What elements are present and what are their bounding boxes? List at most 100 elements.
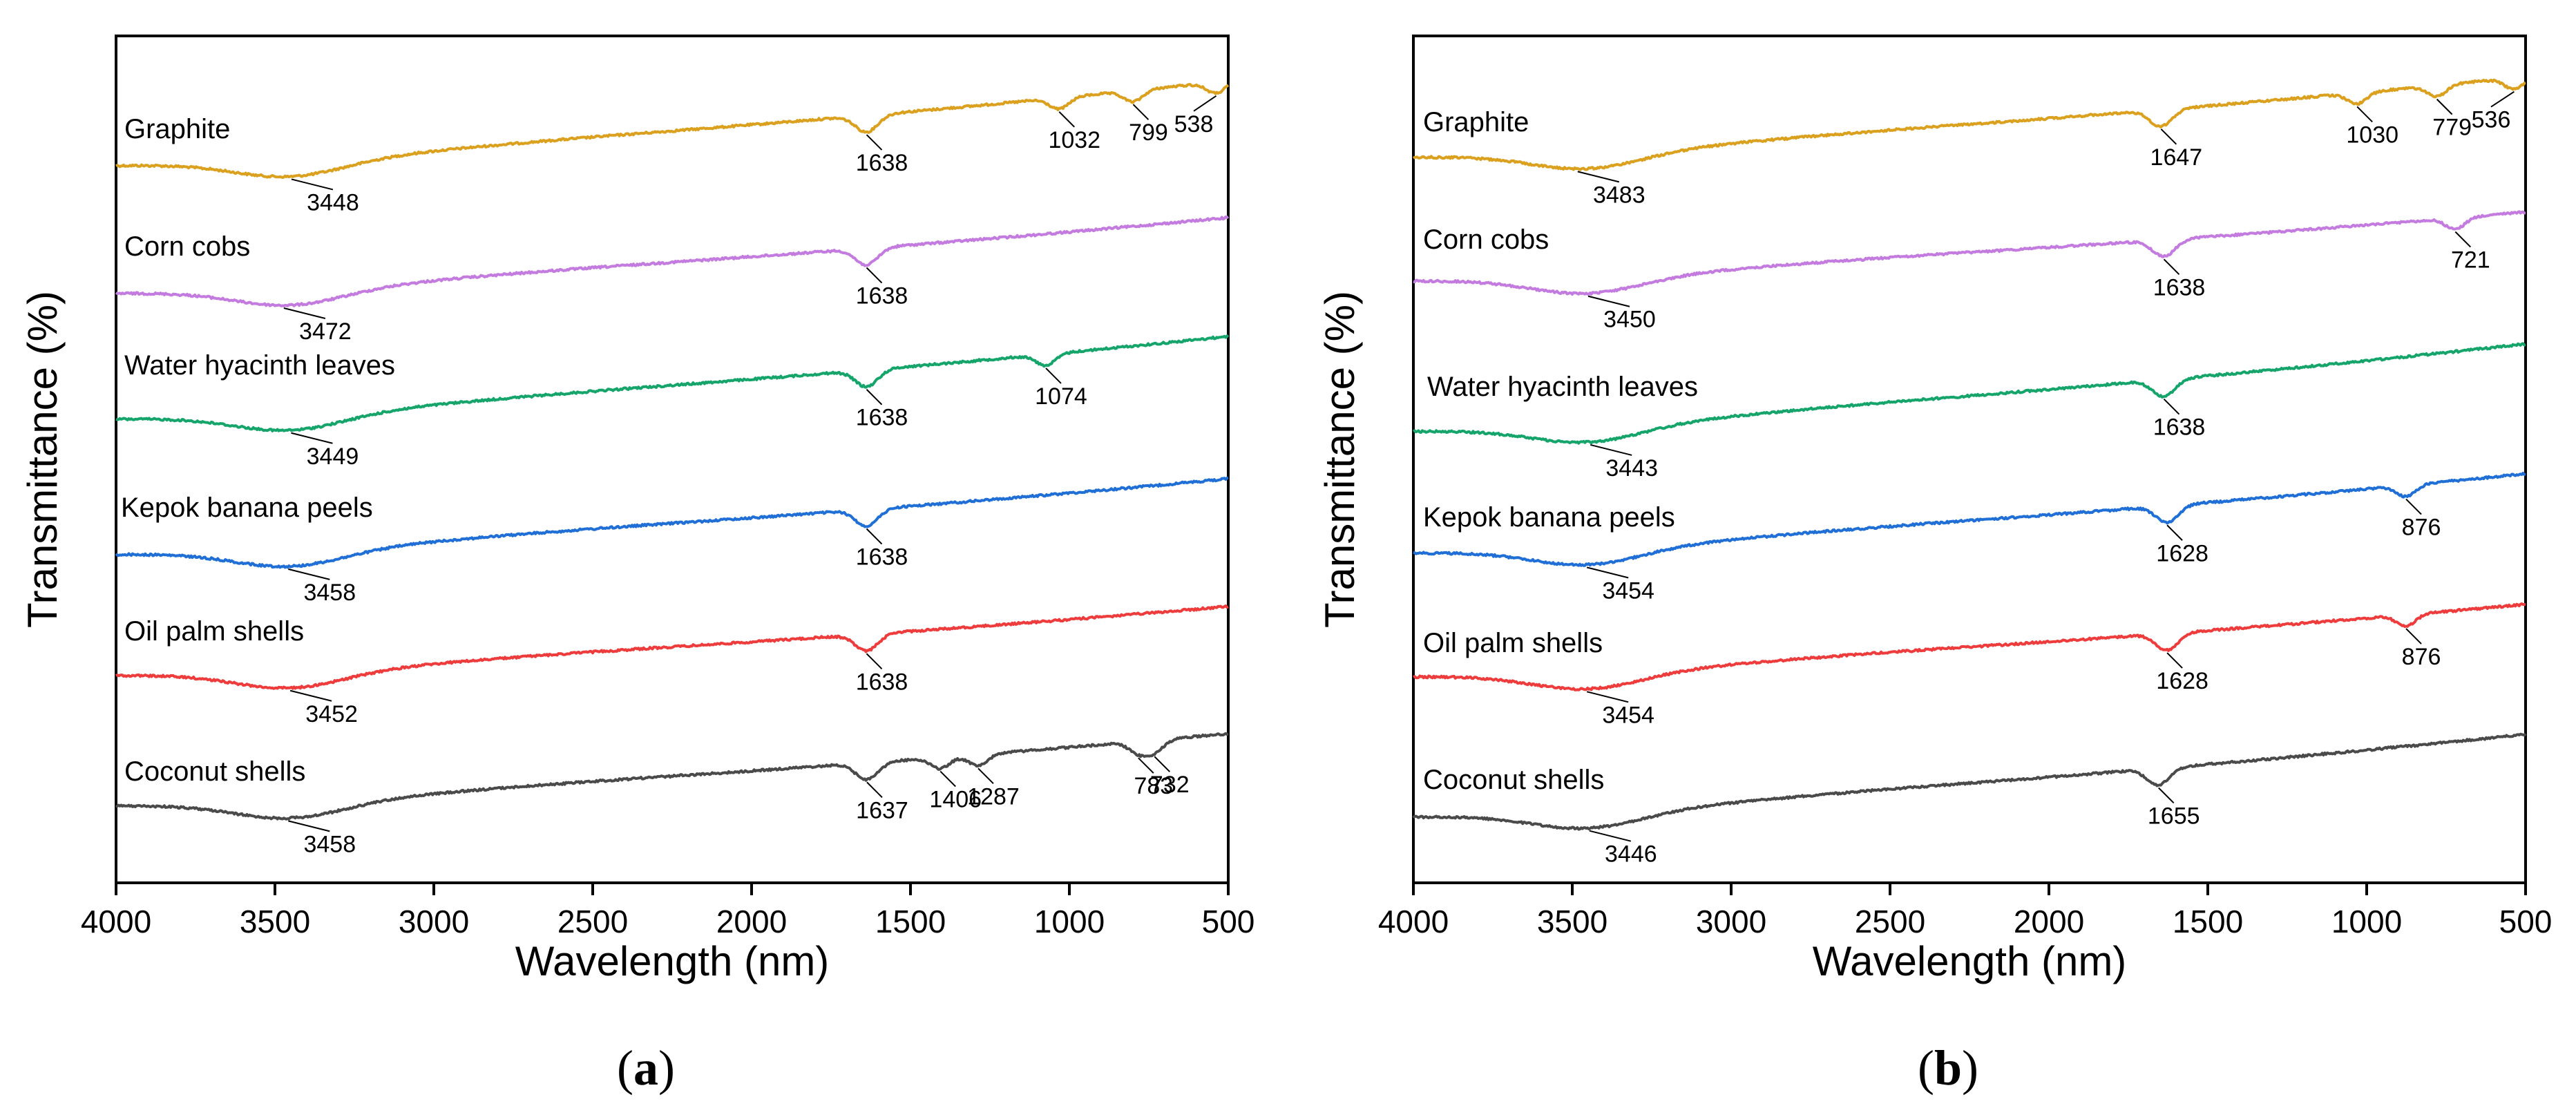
peak-leader bbox=[1586, 566, 1629, 579]
series-label: Coconut shells bbox=[124, 756, 305, 787]
spectrum-line bbox=[115, 83, 1230, 180]
peak-label: 3483 bbox=[1593, 182, 1645, 208]
peak-leader bbox=[866, 134, 883, 151]
peak-label: 876 bbox=[2402, 644, 2441, 670]
peak-leader bbox=[283, 307, 326, 319]
y-axis-title: Transmittance (%) bbox=[1317, 291, 1363, 628]
series-water-hyacinth-leaves: Water hyacinth leaves 3443 1638 bbox=[1413, 342, 2526, 481]
peak-leader bbox=[2160, 128, 2177, 145]
peak-label: 538 bbox=[1174, 111, 1214, 137]
peak-leader bbox=[1193, 95, 1217, 112]
peak-label: 1628 bbox=[2156, 540, 2208, 566]
x-tick-label: 2500 bbox=[1855, 904, 1925, 939]
x-tick-label: 1500 bbox=[875, 904, 946, 939]
x-tick-label: 1000 bbox=[2331, 904, 2402, 939]
series-label: Graphite bbox=[1423, 107, 1529, 137]
peak-leader bbox=[1590, 443, 1632, 456]
peak-leader bbox=[1577, 171, 1620, 183]
peak-leader bbox=[2436, 98, 2453, 115]
peak-label: 3450 bbox=[1603, 307, 1656, 333]
peak-label: 1638 bbox=[2153, 274, 2206, 300]
peak-label: 3458 bbox=[303, 831, 356, 857]
peak-leader bbox=[1154, 756, 1170, 772]
series-label: Water hyacinth leaves bbox=[1427, 372, 1698, 402]
x-tick-label: 3500 bbox=[240, 904, 310, 939]
peak-label: 3448 bbox=[307, 189, 359, 216]
peak-leader bbox=[1587, 295, 1630, 307]
series-label: Corn cobs bbox=[124, 231, 250, 262]
peak-label: 721 bbox=[2451, 247, 2490, 274]
spectrum-line bbox=[1413, 471, 2526, 567]
panel-letter: (a) bbox=[617, 1040, 675, 1096]
peak-leader bbox=[1586, 691, 1629, 703]
series-graphite: Graphite 3448 1638 1032 799 538 bbox=[115, 83, 1230, 216]
series-label: Oil palm shells bbox=[1423, 628, 1603, 658]
x-tick-label: 500 bbox=[1202, 904, 1255, 939]
peak-leader bbox=[2405, 628, 2422, 645]
peak-leader bbox=[866, 653, 883, 669]
series-coconut-shells: Coconut shells 3446 1655 bbox=[1412, 732, 2527, 868]
peak-leader bbox=[291, 178, 334, 191]
x-tick-label: 500 bbox=[2499, 904, 2553, 939]
peak-label: 1628 bbox=[2156, 668, 2208, 694]
series-kepok-banana-peels: Kepok banana peels 3458 1638 bbox=[115, 476, 1229, 606]
series-label: Water hyacinth leaves bbox=[124, 350, 395, 381]
spectrum-line bbox=[115, 476, 1229, 569]
series-oil-palm-shells: Oil palm shells 3452 1638 bbox=[115, 604, 1229, 727]
peak-label: 1638 bbox=[856, 405, 908, 431]
plot-frame bbox=[1412, 35, 2527, 884]
peak-label: 779 bbox=[2432, 115, 2472, 141]
peak-label: 1638 bbox=[856, 544, 908, 571]
peak-label: 3454 bbox=[1602, 702, 1654, 728]
x-tick-label: 4000 bbox=[1378, 904, 1449, 939]
peak-label: 876 bbox=[2402, 515, 2441, 541]
x-tick-label: 3500 bbox=[1537, 904, 1607, 939]
peak-label: 3454 bbox=[1602, 577, 1654, 604]
spectrum-line bbox=[1413, 210, 2526, 296]
peak-label: 3452 bbox=[305, 701, 358, 727]
x-axis-title: Wavelength (nm) bbox=[515, 938, 830, 984]
peak-leader bbox=[1045, 367, 1062, 384]
peak-label: 799 bbox=[1129, 120, 1168, 146]
peak-leader bbox=[288, 820, 330, 832]
series-label: Corn cobs bbox=[1423, 225, 1549, 255]
series-label: Oil palm shells bbox=[124, 616, 304, 647]
x-tick-label: 2000 bbox=[716, 904, 787, 939]
peak-label: 1638 bbox=[856, 283, 908, 309]
peak-label: 732 bbox=[1150, 772, 1190, 798]
peak-leader bbox=[866, 267, 883, 284]
peak-leader bbox=[977, 767, 994, 785]
peak-label: 3472 bbox=[299, 318, 352, 345]
peak-label: 1074 bbox=[1035, 383, 1087, 410]
spectrum-line bbox=[1413, 78, 2526, 171]
x-tick-label: 1500 bbox=[2173, 904, 2243, 939]
series-label: Kepok banana peels bbox=[121, 493, 373, 523]
peak-leader bbox=[2166, 524, 2183, 541]
spectrum-line bbox=[115, 334, 1230, 432]
peak-label: 1030 bbox=[2346, 122, 2398, 148]
spectrum-line bbox=[1412, 732, 2527, 831]
x-tick-label: 2000 bbox=[2014, 904, 2084, 939]
peak-leader bbox=[288, 568, 330, 580]
panel-letter-text: b bbox=[1934, 1040, 1962, 1096]
peak-leader bbox=[2405, 498, 2422, 515]
peak-leader bbox=[866, 781, 883, 799]
peak-label: 1406 bbox=[929, 787, 982, 813]
peak-leader bbox=[1589, 830, 1632, 842]
peak-leader bbox=[2166, 652, 2183, 669]
y-axis-title: Transmittance (%) bbox=[19, 291, 66, 628]
peak-label: 1647 bbox=[2150, 144, 2203, 171]
peak-label: 1638 bbox=[2153, 414, 2206, 441]
series-corn-cobs: Corn cobs 3472 1638 bbox=[115, 215, 1230, 345]
series-graphite: Graphite 3483 1647 1030 779 536 bbox=[1413, 78, 2526, 208]
plot-frame bbox=[115, 35, 1230, 884]
peak-leader bbox=[2490, 90, 2515, 108]
peak-leader bbox=[1058, 111, 1075, 128]
peak-label: 1638 bbox=[856, 669, 908, 695]
panel-letter-text: a bbox=[633, 1040, 658, 1096]
peak-leader bbox=[2163, 258, 2180, 275]
peak-label: 1638 bbox=[856, 150, 908, 176]
peak-label: 1032 bbox=[1048, 127, 1100, 153]
x-tick-label: 4000 bbox=[81, 904, 151, 939]
